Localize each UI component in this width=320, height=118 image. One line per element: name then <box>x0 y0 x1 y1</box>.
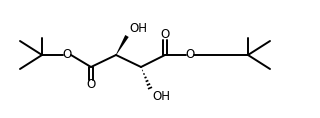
Polygon shape <box>116 35 129 55</box>
Text: O: O <box>86 78 96 91</box>
Text: O: O <box>62 48 72 61</box>
Text: OH: OH <box>152 89 170 103</box>
Text: O: O <box>160 29 170 42</box>
Text: OH: OH <box>129 21 147 34</box>
Text: O: O <box>185 48 195 61</box>
